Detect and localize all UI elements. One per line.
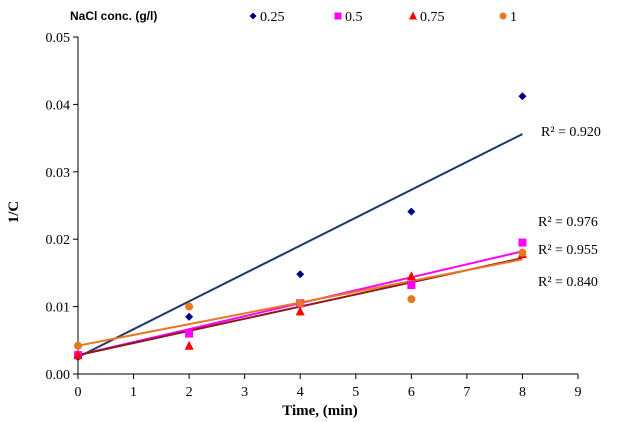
chart-axes — [73, 36, 579, 379]
legend-label-0.75: 0.75 — [420, 10, 445, 25]
data-point-0.5 — [518, 238, 527, 247]
trendline-0.25 — [77, 133, 523, 359]
data-point-0.25 — [407, 207, 416, 216]
y-axis-title: 1/C — [6, 201, 22, 224]
data-point-0.75 — [73, 350, 83, 360]
legend-label-0.25: 0.25 — [260, 10, 285, 25]
x-tick-label: 5 — [352, 385, 359, 400]
legend-label-1: 1 — [510, 10, 517, 25]
y-tick-label: 0.02 — [46, 233, 71, 248]
x-tick-labels: 0 1 2 3 4 5 6 7 8 9 — [75, 385, 582, 400]
y-tick-label: 0.05 — [46, 31, 71, 46]
x-tick-label: 8 — [519, 385, 526, 400]
data-point-0.25 — [296, 270, 305, 279]
legend-marker-0.25 — [249, 12, 257, 20]
trendlines — [77, 133, 523, 359]
legend-marker-0.5 — [334, 12, 342, 20]
r2-label-1: R² = 0.840 — [538, 275, 598, 290]
r2-label-0.75: R² = 0.955 — [538, 243, 598, 258]
x-tick-label: 6 — [408, 385, 415, 400]
x-tick-label: 9 — [575, 385, 582, 400]
y-tick-label: 0.01 — [46, 301, 71, 316]
x-axis-title: Time, (min) — [282, 403, 358, 419]
legend-label-0.5: 0.5 — [345, 10, 363, 25]
legend-marker-0.75 — [409, 11, 417, 20]
x-tick-label: 1 — [130, 385, 137, 400]
y-tick-label: 0.03 — [46, 166, 71, 181]
data-point-0.75 — [406, 271, 416, 281]
y-tick-label: 0.00 — [46, 368, 71, 383]
x-tick-label: 3 — [241, 385, 248, 400]
r2-label-0.25: R² = 0.920 — [541, 125, 601, 140]
x-tick-label: 4 — [297, 385, 304, 400]
r2-labels: R² = 0.920 R² = 0.976 R² = 0.955 R² = 0.840 — [538, 125, 601, 290]
data-point-0.5 — [407, 281, 416, 290]
y-tick-labels: 0.00 0.01 0.02 0.03 0.04 0.05 — [46, 31, 71, 383]
data-point-1 — [296, 299, 305, 308]
data-point-1 — [185, 302, 194, 311]
data-point-0.75 — [184, 340, 194, 350]
x-tick-label: 0 — [75, 385, 82, 400]
data-point-0.25 — [518, 92, 527, 101]
data-point-0.25 — [185, 312, 194, 321]
data-point-1 — [407, 295, 416, 304]
data-point-0.5 — [185, 329, 194, 338]
r2-label-0.5: R² = 0.976 — [538, 215, 598, 230]
legend-title: NaCl conc. (g/l) — [70, 9, 157, 23]
legend-marker-1 — [499, 12, 507, 20]
data-point-1 — [518, 248, 527, 257]
data-point-1 — [74, 341, 82, 350]
x-tick-label: 2 — [186, 385, 193, 400]
x-tick-label: 7 — [463, 385, 470, 400]
data-points — [73, 92, 527, 362]
legend: NaCl conc. (g/l) 0.25 0.5 0.75 1 — [70, 9, 517, 25]
y-tick-label: 0.04 — [46, 98, 71, 113]
data-point-0.75 — [295, 306, 305, 316]
